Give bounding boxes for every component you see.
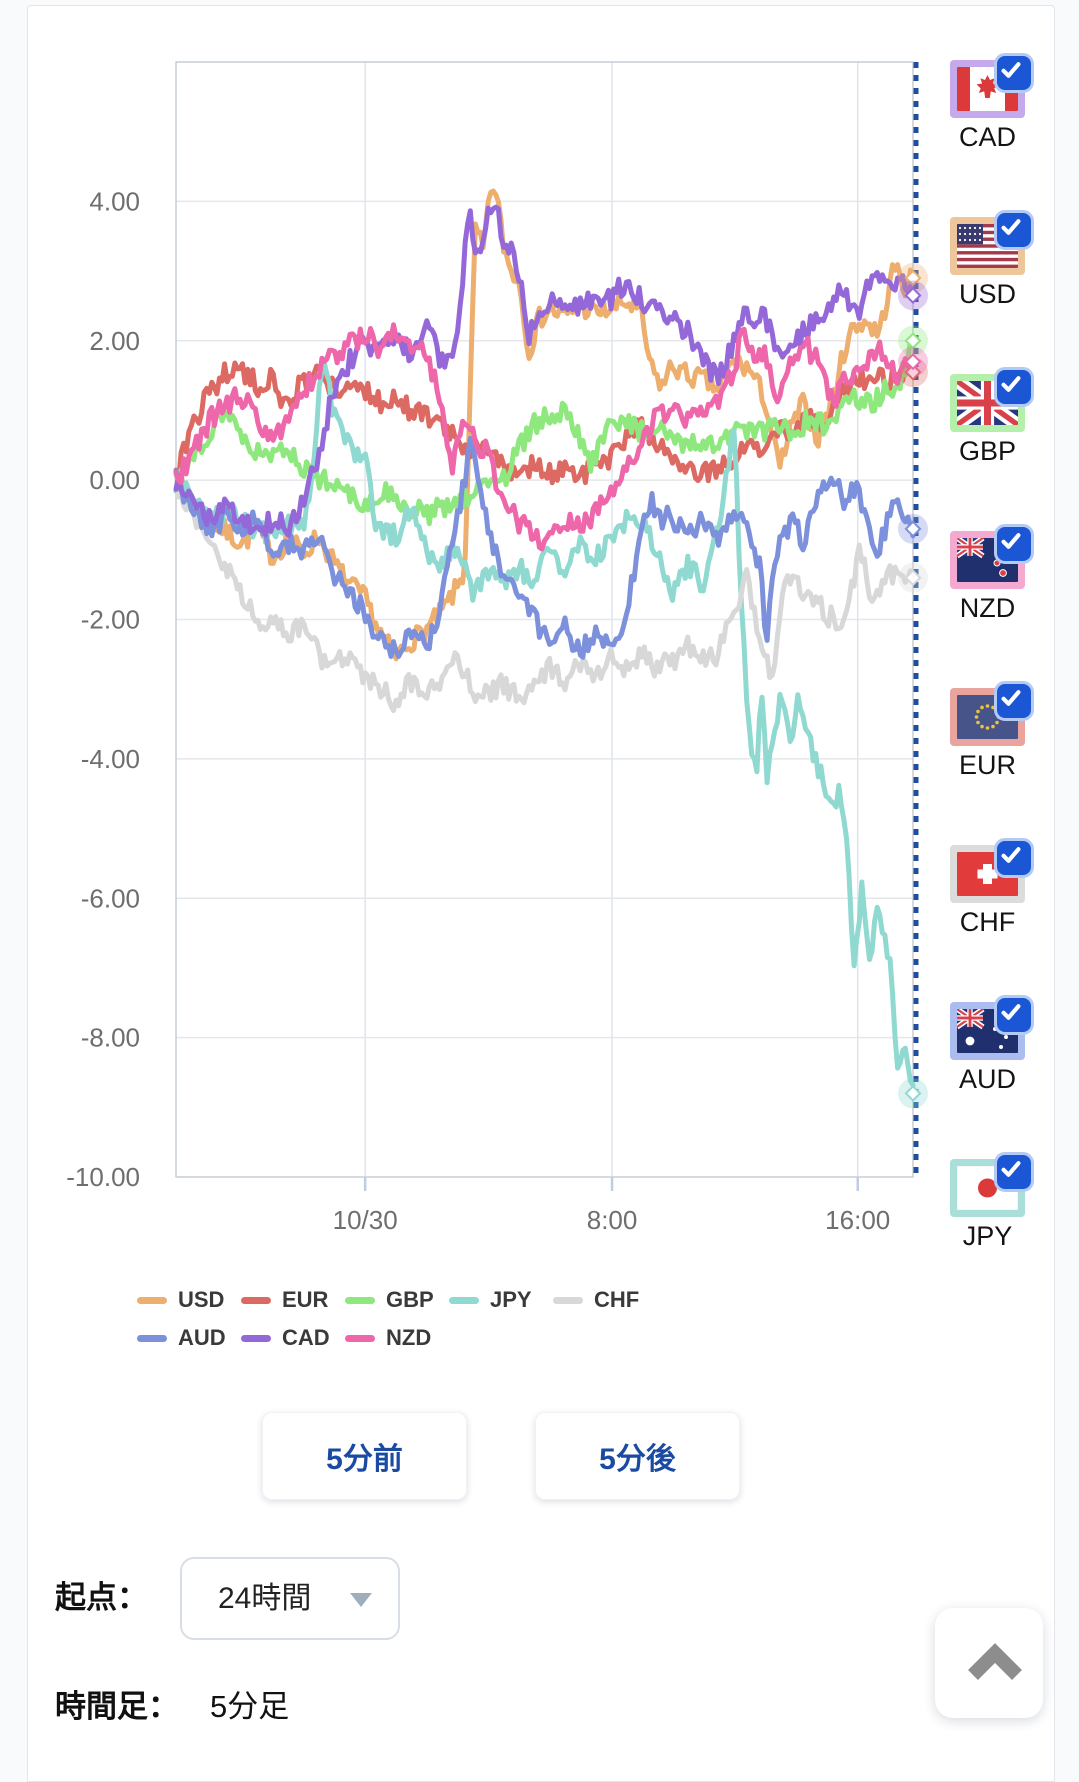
checkbox-checked-icon[interactable] [994,210,1034,250]
series-line-usd [173,188,916,662]
scroll-to-top-button[interactable] [935,1608,1043,1718]
legend-label: CHF [594,1287,640,1312]
checkbox-checked-icon[interactable] [994,681,1034,721]
y-axis-label: 0.00 [89,465,140,495]
series-end-point [904,569,922,587]
legend-item-aud: AUD [137,1323,241,1353]
chevron-up-icon [968,1643,1022,1680]
legend-swatch-icon [345,1334,375,1342]
legend-item-cad: CAD [241,1323,345,1353]
series-end-point [904,520,922,538]
x-axis-label: 16:00 [825,1205,890,1235]
series-line-nzd [173,322,916,552]
legend-label: EUR [282,1287,329,1312]
series-line-gbp [173,338,916,527]
legend-item-chf: CHF [553,1285,657,1315]
checkbox-checked-icon[interactable] [994,1152,1034,1192]
y-axis-label: -2.00 [81,605,140,635]
legend-swatch-icon [553,1296,583,1304]
checkbox-checked-icon[interactable] [994,995,1034,1035]
series-end-point [904,363,922,381]
series-end-point [904,353,922,371]
chf-flag-icon [950,838,1034,903]
currency-code-label: JPY [962,1221,1013,1251]
plot-border [175,61,914,1178]
y-axis-label: 4.00 [89,186,140,216]
currency-toggle-gbp[interactable]: GBP [950,367,1034,467]
legend-label: CAD [282,1325,330,1350]
legend-item-nzd: NZD [345,1323,449,1353]
currency-code-label: USD [958,279,1016,309]
legend-item-eur: EUR [241,1285,345,1315]
legend-label: AUD [178,1325,226,1350]
checkbox-checked-icon[interactable] [994,53,1034,93]
x-axis-label: 10/30 [333,1205,398,1235]
origin-select[interactable]: 24時間 [180,1557,400,1640]
legend-label: JPY [490,1287,532,1312]
series-line-aud [173,435,916,660]
chart-legend-row-2: AUD CAD NZD [137,1323,449,1353]
legend-item-gbp: GBP [345,1285,449,1315]
y-axis-label: -10.00 [66,1162,140,1192]
currency-code-label: NZD [959,593,1016,623]
legend-label: GBP [386,1287,434,1312]
legend-item-usd: USD [137,1285,241,1315]
legend-swatch-icon [449,1296,479,1304]
next-5min-button[interactable]: 5分後 [535,1412,740,1500]
prev-5min-button[interactable]: 5分前 [262,1412,467,1500]
series-end-point [904,286,922,304]
currency-code-label: CAD [958,122,1016,152]
currency-toggle-jpy[interactable]: JPY [950,1152,1034,1252]
series-line-jpy [173,360,916,1088]
currency-toggle-nzd[interactable]: NZD [950,524,1034,624]
origin-field-label: 起点： [55,1580,148,1615]
x-axis-label: 8:00 [587,1205,638,1235]
legend-swatch-icon [137,1334,167,1342]
y-axis-label: -8.00 [81,1023,140,1053]
series-end-point [904,1084,922,1102]
aud-flag-icon [950,995,1034,1060]
currency-code-label: GBP [958,436,1017,466]
currency-toggle-aud[interactable]: AUD [950,995,1034,1095]
timeframe-field-label: 時間足： [55,1689,179,1724]
jpy-flag-icon [950,1152,1034,1217]
series-line-chf [173,469,916,714]
y-axis-label: 2.00 [89,326,140,356]
y-axis-label: -6.00 [81,883,140,913]
checkbox-checked-icon[interactable] [994,367,1034,407]
gbp-flag-icon [950,367,1034,432]
legend-label: USD [178,1287,225,1312]
currency-toggle-usd[interactable]: USD [950,210,1034,310]
legend-item-jpy: JPY [449,1285,553,1315]
legend-swatch-icon [241,1296,271,1304]
currency-toggle-eur[interactable]: EUR [950,681,1034,781]
legend-swatch-icon [345,1296,375,1304]
main-card: 10/30 8:00 16:00 4.00 2.00 0.00 -2.00 -4.00 -6.0… [27,5,1055,1782]
timeframe-value: 5分足 [210,1689,290,1724]
origin-select-value: 24時間 [218,1582,312,1615]
legend-swatch-icon [241,1334,271,1342]
series-line-cad [173,204,916,538]
usd-flag-icon [950,210,1034,275]
currency-toggle-cad[interactable]: CAD [950,53,1034,153]
currency-code-label: AUD [958,1064,1016,1094]
eur-flag-icon [950,681,1034,746]
checkbox-checked-icon[interactable] [994,524,1034,564]
currency-toggle-chf[interactable]: CHF [950,838,1034,938]
legend-label: NZD [386,1325,432,1350]
currency-code-label: EUR [958,750,1016,780]
chart-legend-row-1: USD EUR GBP JPY CHF [137,1285,657,1315]
series-end-point [904,332,922,350]
currency-code-label: CHF [959,907,1016,937]
chevron-down-icon [350,1593,372,1607]
legend-swatch-icon [137,1296,167,1304]
series-end-point [904,269,922,287]
checkbox-checked-icon[interactable] [994,838,1034,878]
cad-flag-icon [950,53,1034,118]
nzd-flag-icon [950,524,1034,589]
currency-strength-chart: 10/30 8:00 16:00 4.00 2.00 0.00 -2.00 -4.00 -6.0… [66,61,928,1235]
y-axis-label: -4.00 [81,744,140,774]
